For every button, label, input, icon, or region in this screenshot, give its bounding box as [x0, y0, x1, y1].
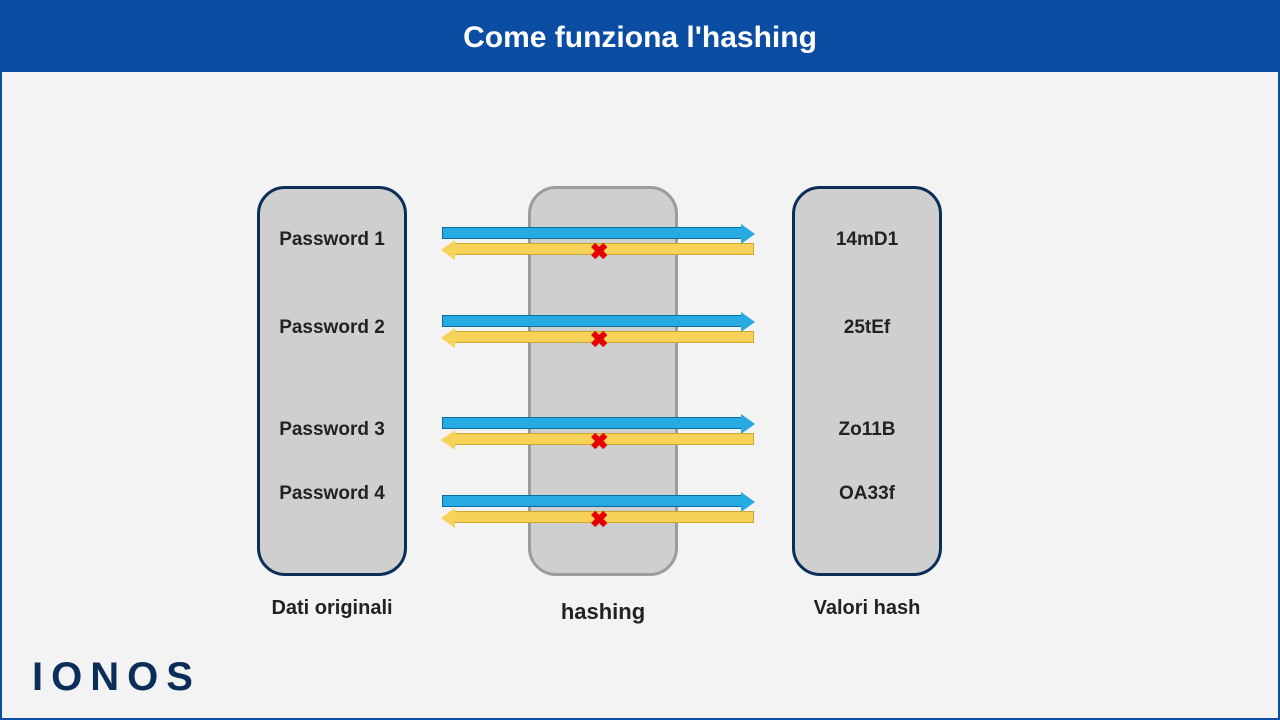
caption-right: Valori hash [777, 597, 957, 620]
box-hash-values: 14mD1 25tEf Zo11B OA33f [792, 186, 942, 576]
forward-arrow-icon [442, 495, 742, 507]
arrow-row-2: ✖ [442, 417, 754, 449]
right-item-1: 25tEf [795, 307, 939, 395]
blocked-x-icon: ✖ [590, 507, 608, 533]
arrow-row-0: ✖ [442, 227, 754, 259]
caption-mid: hashing [513, 599, 693, 625]
left-item-3: Password 4 [260, 483, 404, 571]
hashing-diagram: Password 1 Password 2 Password 3 Passwor… [2, 102, 1280, 652]
title-bar: Come funziona l'hashing [2, 2, 1278, 72]
page-title: Come funziona l'hashing [463, 21, 817, 55]
forward-arrow-icon [442, 417, 742, 429]
left-item-2: Password 3 [260, 395, 404, 483]
blocked-x-icon: ✖ [590, 429, 608, 455]
box-original-data: Password 1 Password 2 Password 3 Passwor… [257, 186, 407, 576]
right-item-2: Zo11B [795, 395, 939, 483]
ionos-logo: IONOS [32, 655, 201, 700]
forward-arrow-icon [442, 227, 742, 239]
arrow-row-1: ✖ [442, 315, 754, 347]
arrow-row-3: ✖ [442, 495, 754, 527]
caption-left: Dati originali [242, 597, 422, 620]
forward-arrow-icon [442, 315, 742, 327]
right-item-0: 14mD1 [795, 219, 939, 307]
left-item-1: Password 2 [260, 307, 404, 395]
right-item-3: OA33f [795, 483, 939, 571]
blocked-x-icon: ✖ [590, 239, 608, 265]
blocked-x-icon: ✖ [590, 327, 608, 353]
left-item-0: Password 1 [260, 219, 404, 307]
